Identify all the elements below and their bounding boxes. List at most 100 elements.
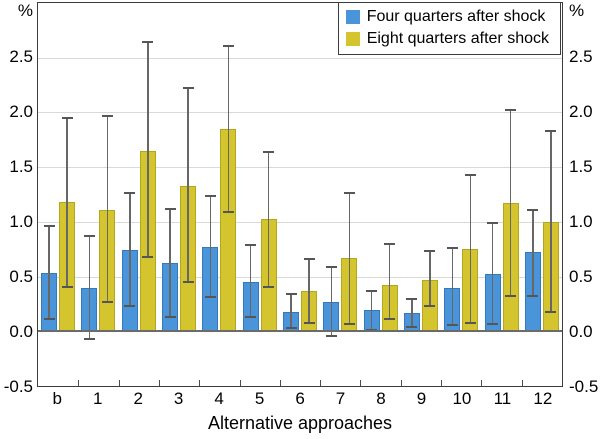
- y-axis-unit-right: %: [569, 1, 585, 20]
- legend-label-0: Four quarters after shock: [366, 7, 546, 25]
- error-bar-series0-3: [164, 207, 176, 319]
- x-category-label-6: 6: [295, 389, 305, 408]
- x-category-label-8: 8: [376, 389, 386, 408]
- x-category-label-4: 4: [214, 389, 224, 408]
- y-tick-label-right-1.0: 1.0: [569, 211, 593, 231]
- error-bar-series0-1: [83, 234, 95, 341]
- y-tick-label-left-2.5: 2.5: [9, 46, 33, 66]
- y-tick-label-right-0.0: 0.0: [569, 322, 593, 341]
- x-axis-tick-7: [320, 380, 322, 386]
- bar-group-4: [199, 3, 239, 386]
- legend-item-1: Eight quarters after shock: [345, 28, 549, 50]
- error-bar-series0-11: [487, 221, 499, 325]
- error-bar-series1-8: [384, 242, 396, 321]
- y-axis-unit-left: %: [17, 1, 33, 20]
- bar-group-10: [441, 3, 481, 386]
- y-tick-label-left-0.5: 0.5: [9, 267, 33, 286]
- legend-item-0: Four quarters after shock: [345, 6, 549, 28]
- error-bar-series0-2: [124, 192, 136, 308]
- x-category-label-b: b: [52, 389, 62, 408]
- x-axis-title: Alternative approaches: [207, 413, 393, 433]
- error-bar-series1-5: [263, 150, 275, 288]
- y-tick-label-left-0.0: 0.0: [9, 322, 33, 341]
- x-axis-tick-1: [78, 380, 80, 386]
- error-bar-series1-b: [61, 116, 73, 288]
- y-axis-left: % -0.5 0.0 0.5 1.0 1.5 2.0 2.5: [0, 1, 33, 396]
- bar-group-7: [320, 3, 360, 386]
- bar-group-1: [78, 3, 118, 386]
- y-tick-label-left-2.0: 2.0: [9, 101, 33, 121]
- bar-group-11: [481, 3, 521, 386]
- x-axis-tick-8: [360, 380, 362, 386]
- legend: Four quarters after shock Eight quarters …: [337, 1, 561, 55]
- x-category-label-12: 12: [533, 389, 553, 408]
- x-axis-category-labels: b 1 2 3 4 5 6 7 8 9 10 11 12: [37, 389, 563, 409]
- error-bar-series1-1: [101, 114, 113, 303]
- y-tick-label-left--0.5: -0.5: [3, 377, 33, 396]
- error-bar-series0-10: [446, 247, 458, 326]
- bar-group-2: [119, 3, 159, 386]
- error-bar-series0-8: [366, 289, 378, 332]
- x-category-label-1: 1: [92, 389, 103, 408]
- x-category-label-3: 3: [173, 389, 184, 408]
- x-category-label-7: 7: [335, 389, 346, 408]
- error-bar-series1-7: [343, 192, 355, 325]
- x-axis-tick-10: [441, 380, 443, 386]
- x-category-label-5: 5: [254, 389, 265, 408]
- x-axis-tick-6: [279, 380, 281, 386]
- x-axis-tick-11: [481, 380, 483, 386]
- bar-group-8: [361, 3, 401, 386]
- x-axis-tick-3: [158, 380, 160, 386]
- zero-baseline: [38, 330, 562, 333]
- error-bar-series1-3: [182, 87, 194, 284]
- gridline-2.5: [38, 57, 562, 59]
- x-axis-tick-5: [239, 380, 241, 386]
- legend-swatch-0: [345, 9, 360, 24]
- error-bar-series1-6: [303, 257, 315, 324]
- error-bar-series0-12: [527, 208, 539, 298]
- error-bar-series1-12: [545, 129, 557, 313]
- legend-swatch-1: [345, 31, 360, 46]
- x-category-label-9: 9: [416, 389, 427, 408]
- bar-group-9: [401, 3, 441, 386]
- y-tick-label-right-2.5: 2.5: [569, 46, 593, 66]
- error-bar-series0-b: [43, 225, 55, 321]
- x-category-label-10: 10: [452, 389, 472, 408]
- x-axis-ticks-layer: [38, 3, 562, 386]
- y-tick-label-right-0.5: 0.5: [569, 267, 593, 286]
- bars-layer: [38, 3, 562, 386]
- y-axis-right: % -0.5 0.0 0.5 1.0 1.5 2.0 2.5: [569, 1, 600, 396]
- error-bar-series1-10: [464, 173, 476, 324]
- y-tick-label-right-2.0: 2.0: [569, 101, 593, 121]
- plot-area: Four quarters after shock Eight quarters …: [37, 1, 563, 387]
- bar-group-3: [159, 3, 199, 386]
- x-category-label-2: 2: [133, 389, 143, 408]
- error-bar-series0-6: [285, 292, 297, 330]
- error-bar-series1-11: [505, 109, 517, 298]
- x-axis-tick-4: [199, 380, 201, 386]
- y-tick-label-left-1.5: 1.5: [9, 157, 33, 176]
- bar-group-b: [38, 3, 78, 386]
- error-bar-series1-2: [142, 41, 154, 258]
- error-bar-series0-5: [245, 243, 257, 319]
- y-tick-label-right--0.5: -0.5: [569, 377, 599, 396]
- gridline-1.5: [38, 167, 562, 169]
- y-tick-label-right-1.5: 1.5: [569, 157, 593, 176]
- error-bar-series0-9: [406, 298, 418, 328]
- bar-group-5: [240, 3, 280, 386]
- x-category-label-11: 11: [493, 389, 512, 408]
- error-bar-series0-7: [325, 265, 337, 337]
- error-bar-series0-4: [204, 194, 216, 299]
- gridline-0.5: [38, 276, 562, 278]
- gridline-2.0: [38, 112, 562, 114]
- x-axis-tick-9: [400, 380, 402, 386]
- x-axis-tick-12: [521, 380, 523, 386]
- y-tick-label-left-1.0: 1.0: [9, 211, 33, 231]
- error-bar-series1-9: [424, 250, 436, 308]
- error-bar-series1-4: [222, 44, 234, 214]
- bar-group-12: [522, 3, 562, 386]
- legend-label-1: Eight quarters after shock: [366, 29, 549, 47]
- gridline-1.0: [38, 221, 562, 223]
- x-axis-tick-2: [118, 380, 120, 386]
